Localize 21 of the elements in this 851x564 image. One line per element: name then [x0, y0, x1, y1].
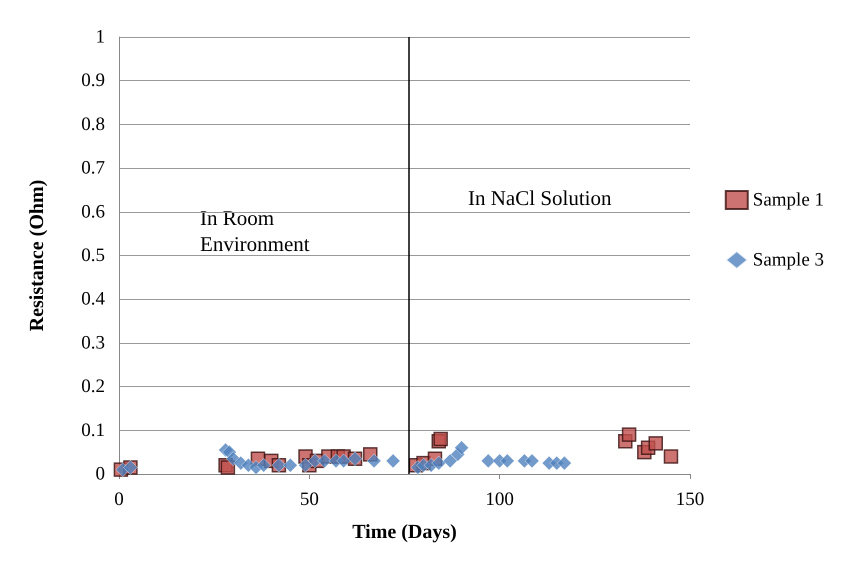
x-axis-title: Time (Days)	[352, 521, 457, 543]
y-axis-title: Resistance (Ohm)	[26, 180, 48, 332]
legend-label: Sample 1	[752, 190, 824, 210]
y-tick-label: 0.3	[81, 332, 105, 354]
y-tick-label: 0.7	[81, 158, 105, 179]
legend-label: Sample 3	[752, 250, 824, 270]
y-tick-label: 0.1	[81, 420, 105, 441]
x-tick-label: 100	[485, 489, 514, 510]
annotation: In Room Environment	[200, 206, 310, 256]
x-tick-label: 50	[300, 489, 319, 510]
y-tick-label: 0.8	[81, 114, 105, 135]
y-tick-label: 0.9	[81, 70, 105, 92]
y-tick-label: 0.5	[81, 245, 105, 266]
y-tick-label: 0.2	[81, 376, 105, 398]
y-tick-label: 1	[96, 26, 105, 48]
x-tick-label: 0	[114, 489, 124, 510]
y-tick-label: 0.6	[81, 201, 105, 222]
y-tick-label: 0.4	[81, 288, 106, 310]
x-tick-label: 150	[676, 489, 704, 510]
y-tick-label: 0	[96, 464, 105, 484]
annotation: In NaCl Solution	[468, 186, 612, 210]
